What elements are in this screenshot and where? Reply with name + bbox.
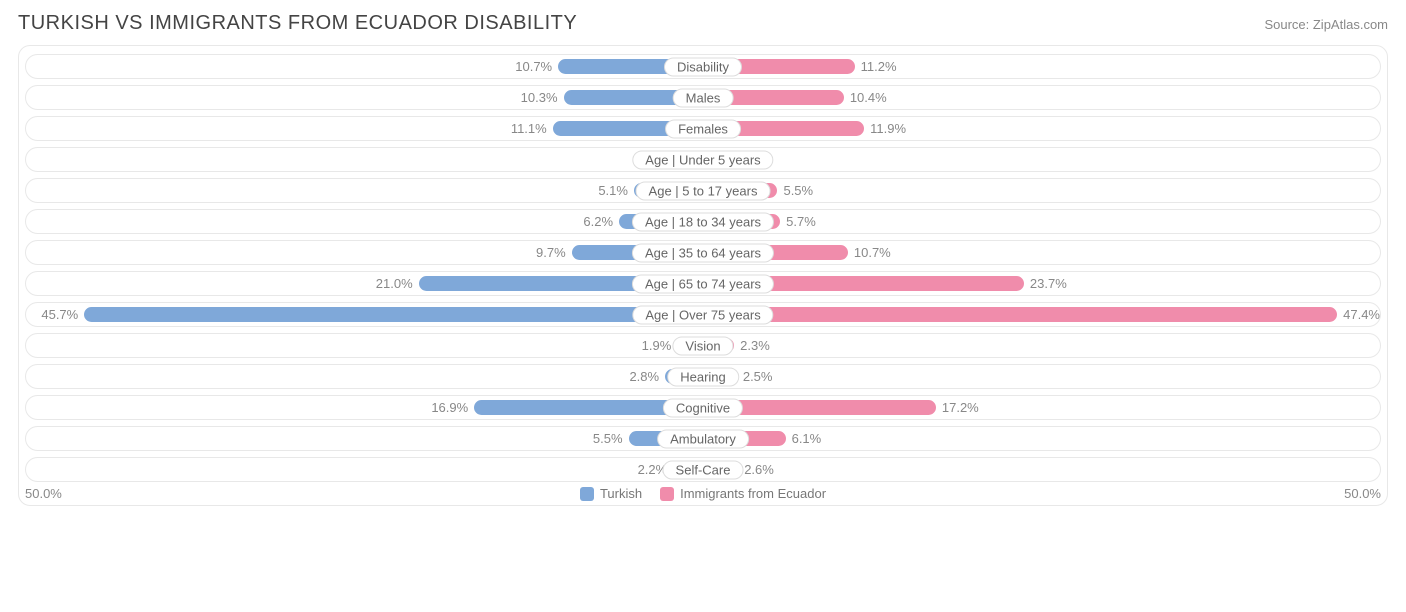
category-label: Vision	[672, 336, 733, 355]
category-label: Age | Under 5 years	[632, 150, 773, 169]
row-left-half: 10.7%	[26, 55, 703, 78]
data-row: 1.9% 2.3% Vision	[25, 333, 1381, 358]
data-row: 16.9% 17.2% Cognitive	[25, 395, 1381, 420]
row-right-half: 17.2%	[703, 396, 1380, 419]
right-bar	[703, 307, 1337, 322]
data-row: 21.0% 23.7% Age | 65 to 74 years	[25, 271, 1381, 296]
axis-label-left: 50.0%	[25, 486, 85, 501]
category-label: Females	[665, 119, 741, 138]
row-right-half: 1.1%	[703, 148, 1380, 171]
chart-title: TURKISH VS IMMIGRANTS FROM ECUADOR DISAB…	[18, 12, 577, 35]
legend-item-ecuador: Immigrants from Ecuador	[660, 486, 826, 501]
data-row: 6.2% 5.7% Age | 18 to 34 years	[25, 209, 1381, 234]
row-left-half: 10.3%	[26, 86, 703, 109]
right-percent-label: 2.5%	[743, 369, 773, 384]
category-label: Age | 35 to 64 years	[632, 243, 774, 262]
right-percent-label: 23.7%	[1030, 276, 1067, 291]
left-percent-label: 6.2%	[583, 214, 613, 229]
data-row: 11.1% 11.9% Females	[25, 116, 1381, 141]
left-percent-label: 45.7%	[41, 307, 78, 322]
row-right-half: 47.4%	[703, 303, 1380, 326]
row-left-half: 2.2%	[26, 458, 703, 481]
right-percent-label: 2.3%	[740, 338, 770, 353]
data-row: 2.2% 2.6%Self-Care	[25, 457, 1381, 482]
row-left-half: 6.2%	[26, 210, 703, 233]
category-label: Hearing	[667, 367, 739, 386]
row-right-half: 11.2%	[703, 55, 1380, 78]
category-label: Age | 5 to 17 years	[636, 181, 771, 200]
row-left-half: 1.9%	[26, 334, 703, 357]
right-percent-label: 5.7%	[786, 214, 816, 229]
legend-label-ecuador: Immigrants from Ecuador	[680, 486, 826, 501]
row-right-half: 10.4%	[703, 86, 1380, 109]
legend-label-turkish: Turkish	[600, 486, 642, 501]
legend-swatch-turkish	[580, 487, 594, 501]
row-right-half: 6.1%	[703, 427, 1380, 450]
legend-swatch-ecuador	[660, 487, 674, 501]
right-percent-label: 10.4%	[850, 90, 887, 105]
row-left-half: 5.1%	[26, 179, 703, 202]
row-left-half: 2.8%	[26, 365, 703, 388]
row-right-half: 2.5%	[703, 365, 1380, 388]
row-left-half: 5.5%	[26, 427, 703, 450]
left-percent-label: 10.7%	[515, 59, 552, 74]
category-label: Age | 18 to 34 years	[632, 212, 774, 231]
left-percent-label: 1.9%	[642, 338, 672, 353]
right-percent-label: 2.6%	[744, 462, 774, 477]
left-percent-label: 11.1%	[511, 121, 547, 136]
legend-item-turkish: Turkish	[580, 486, 642, 501]
right-percent-label: 17.2%	[942, 400, 979, 415]
row-left-half: 9.7%	[26, 241, 703, 264]
left-percent-label: 2.8%	[629, 369, 659, 384]
row-left-half: 16.9%	[26, 396, 703, 419]
rows-container: 10.7% 11.2% Disability 10.3% 10.4% Males 11.1%…	[25, 54, 1381, 482]
category-label: Age | Over 75 years	[632, 305, 773, 324]
data-row: 45.7% 47.4% Age | Over 75 years	[25, 302, 1381, 327]
row-left-half: 45.7%	[26, 303, 703, 326]
chart-header: TURKISH VS IMMIGRANTS FROM ECUADOR DISAB…	[18, 12, 1388, 35]
left-percent-label: 5.5%	[593, 431, 623, 446]
data-row: 10.7% 11.2% Disability	[25, 54, 1381, 79]
right-percent-label: 11.9%	[870, 121, 906, 136]
data-row: 5.1% 5.5% Age | 5 to 17 years	[25, 178, 1381, 203]
data-row: 9.7% 10.7% Age | 35 to 64 years	[25, 240, 1381, 265]
chart-source: Source: ZipAtlas.com	[1264, 17, 1388, 32]
row-right-half: 10.7%	[703, 241, 1380, 264]
left-bar	[84, 307, 703, 322]
category-label: Ambulatory	[657, 429, 749, 448]
category-label: Cognitive	[663, 398, 743, 417]
data-row: 10.3% 10.4% Males	[25, 85, 1381, 110]
data-row: 1.1%1.1%Age | Under 5 years	[25, 147, 1381, 172]
axis-label-right: 50.0%	[1321, 486, 1381, 501]
row-left-half: 21.0%	[26, 272, 703, 295]
row-right-half: 11.9%	[703, 117, 1380, 140]
left-percent-label: 5.1%	[598, 183, 628, 198]
row-left-half: 11.1%	[26, 117, 703, 140]
chart-area: 10.7% 11.2% Disability 10.3% 10.4% Males 11.1%…	[18, 45, 1388, 506]
row-right-half: 23.7%	[703, 272, 1380, 295]
left-percent-label: 16.9%	[431, 400, 468, 415]
category-label: Age | 65 to 74 years	[632, 274, 774, 293]
category-label: Self-Care	[663, 460, 744, 479]
left-percent-label: 10.3%	[521, 90, 558, 105]
row-left-half: 1.1%	[26, 148, 703, 171]
row-right-half: 2.6%	[703, 458, 1380, 481]
row-right-half: 5.7%	[703, 210, 1380, 233]
left-percent-label: 21.0%	[376, 276, 413, 291]
right-percent-label: 6.1%	[792, 431, 822, 446]
left-percent-label: 9.7%	[536, 245, 566, 260]
data-row: 5.5% 6.1% Ambulatory	[25, 426, 1381, 451]
row-right-half: 2.3%	[703, 334, 1380, 357]
row-right-half: 5.5%	[703, 179, 1380, 202]
legend: Turkish Immigrants from Ecuador	[85, 486, 1321, 501]
right-percent-label: 5.5%	[783, 183, 813, 198]
chart-footer: 50.0% Turkish Immigrants from Ecuador 50…	[25, 486, 1381, 501]
right-percent-label: 47.4%	[1343, 307, 1380, 322]
data-row: 2.8% 2.5% Hearing	[25, 364, 1381, 389]
right-percent-label: 11.2%	[861, 59, 897, 74]
category-label: Disability	[664, 57, 742, 76]
right-percent-label: 10.7%	[854, 245, 891, 260]
category-label: Males	[673, 88, 734, 107]
